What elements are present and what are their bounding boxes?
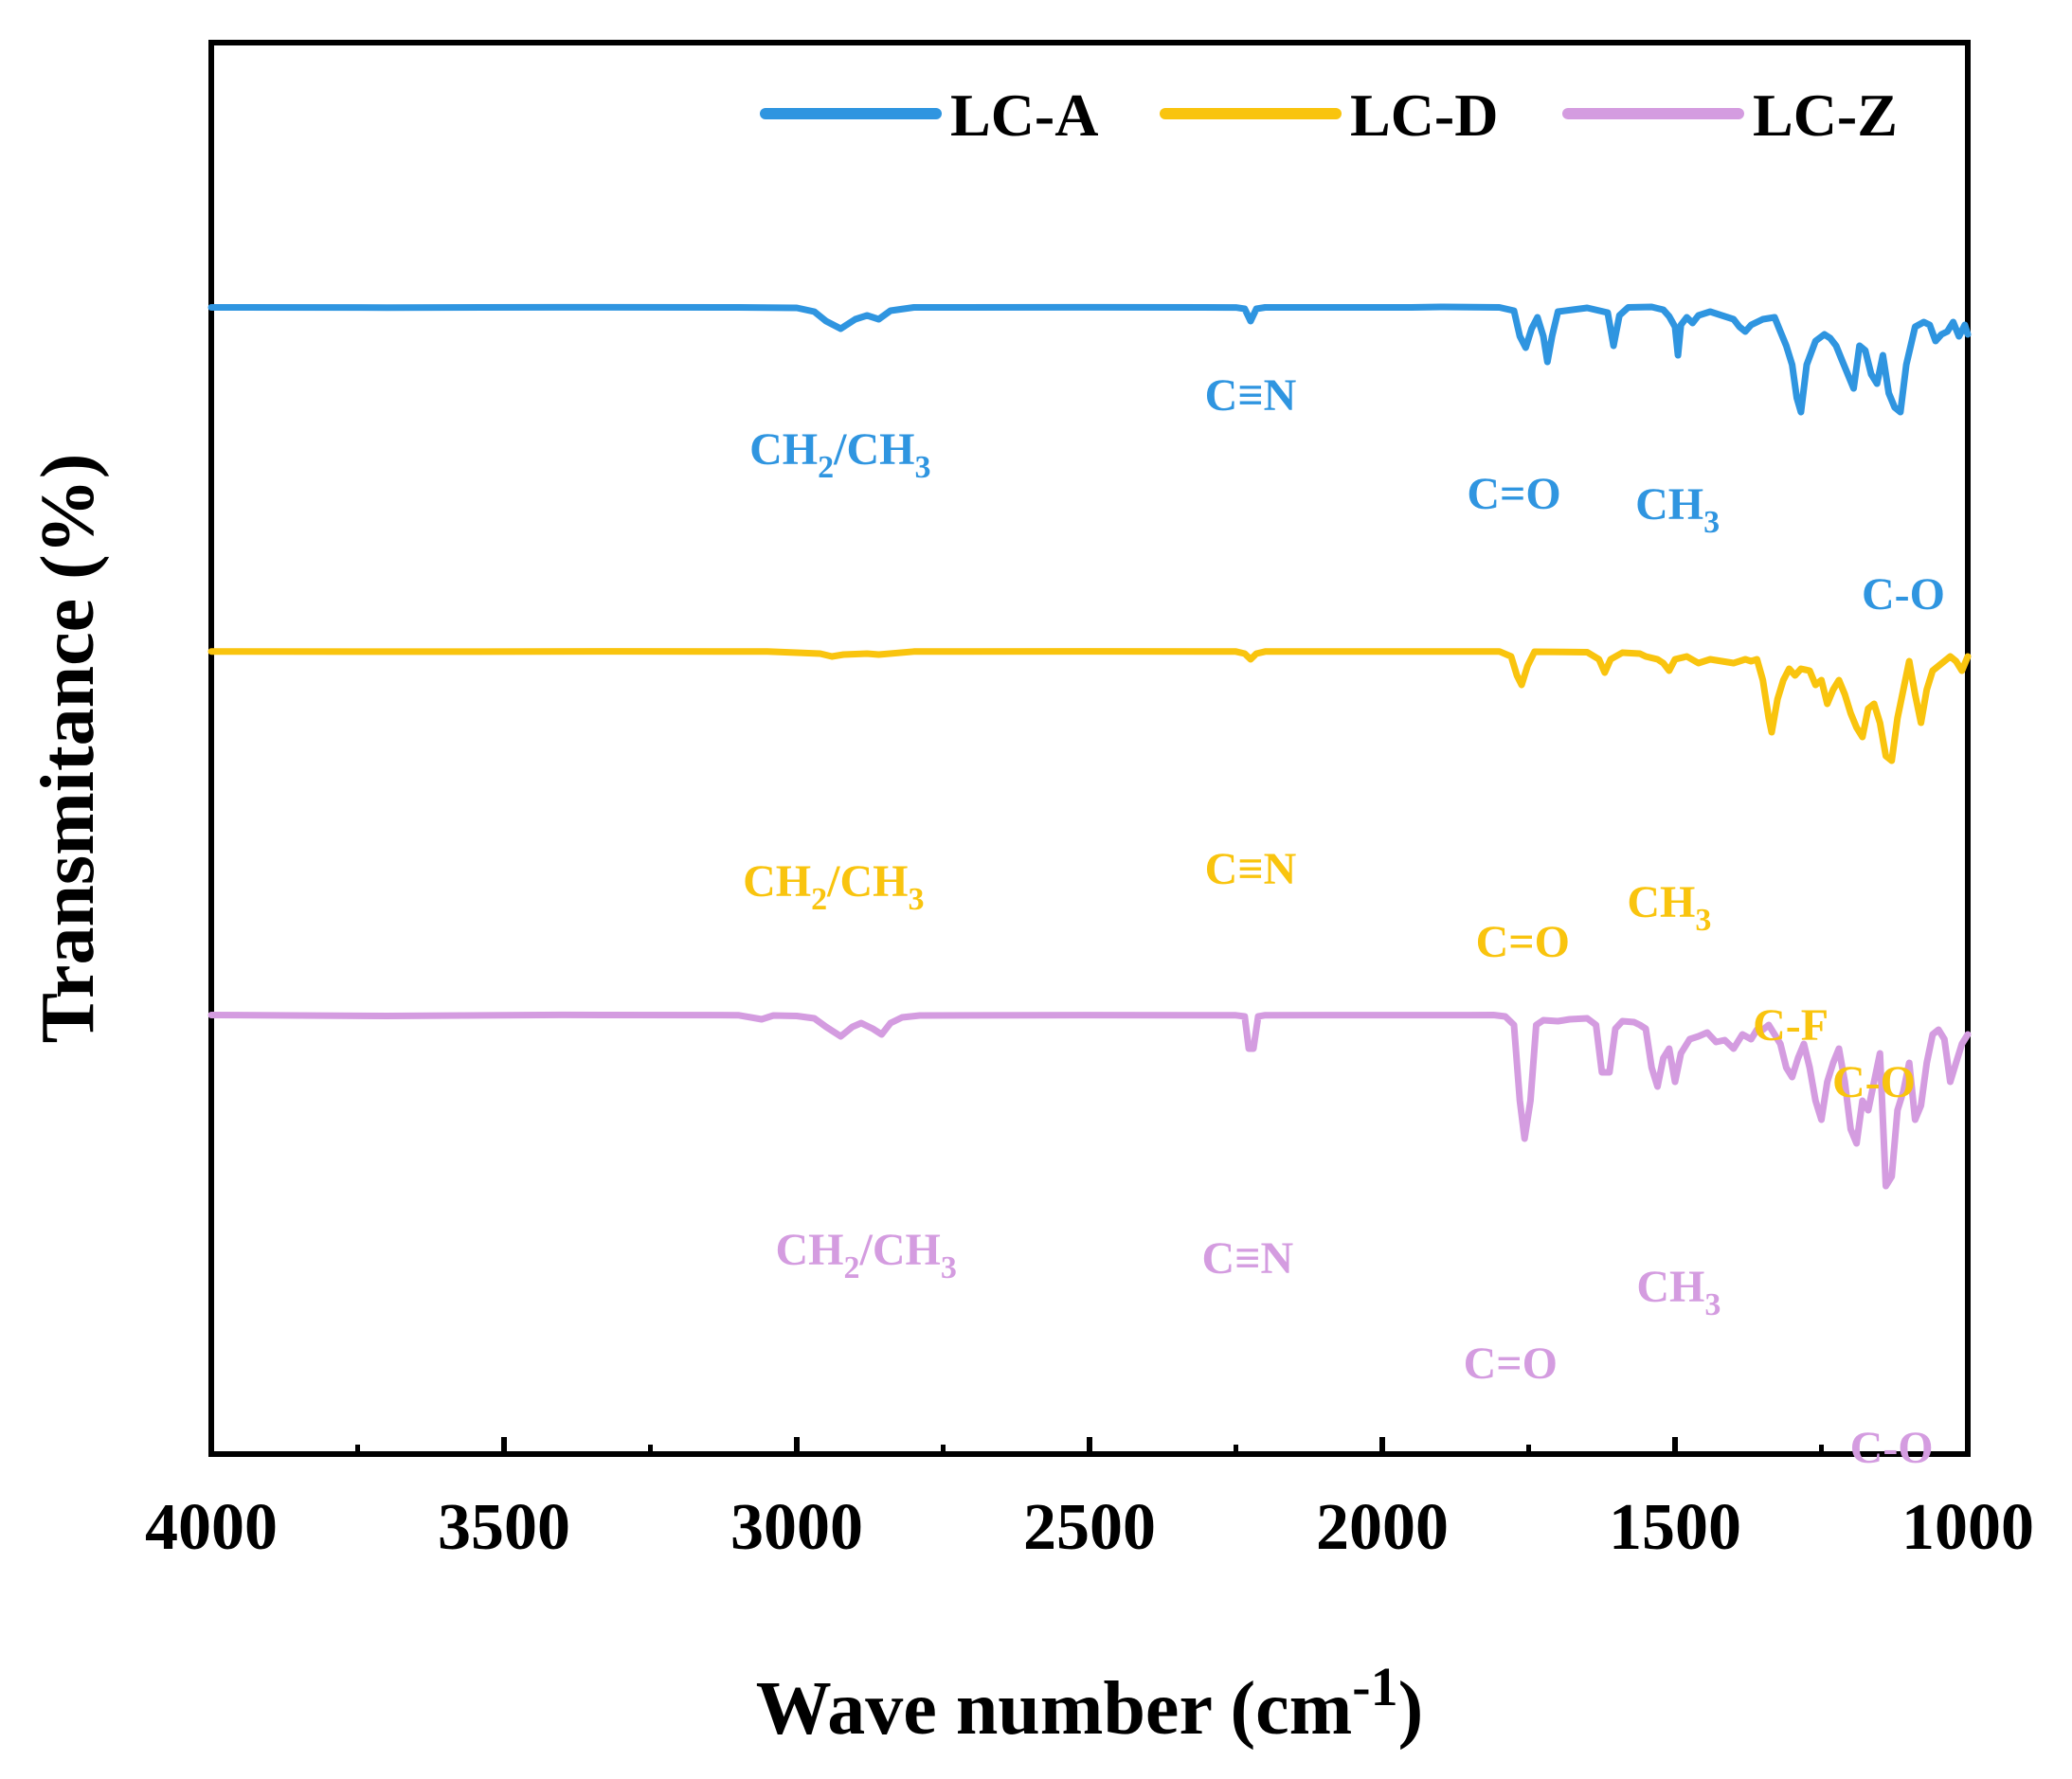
series-layer — [207, 303, 1972, 1190]
x-axis-title: Wave number (cm-1) — [756, 1656, 1424, 1751]
peak-label: CH3 — [1635, 479, 1720, 540]
peak-label: C-O — [1850, 1423, 1934, 1473]
x-tick-label: 1500 — [1609, 1491, 1741, 1564]
peak-label: C-O — [1832, 1057, 1916, 1107]
peak-label-subscript: 3 — [1703, 505, 1720, 540]
plot-frame — [208, 40, 1971, 1457]
peak-label: C=O — [1467, 469, 1560, 519]
peak-label: CH2/CH3 — [743, 856, 924, 917]
y-axis-title: Transmitance (%) — [27, 454, 110, 1044]
peak-label: CH2/CH3 — [749, 424, 930, 485]
x-tick-label: 2000 — [1316, 1491, 1449, 1564]
legend-label-lc-d: LC-D — [1350, 81, 1498, 149]
peak-label-part: CH — [1635, 479, 1703, 530]
x-tick-label: 4000 — [145, 1491, 278, 1564]
x-tick-label: 3000 — [730, 1491, 863, 1564]
peak-label-part: CH — [775, 1225, 843, 1275]
peak-label-part: CH — [1636, 1262, 1704, 1312]
peak-label: C≡N — [1205, 844, 1297, 894]
series-line-lc-z — [207, 1011, 1972, 1190]
legend: LC-A LC-D LC-Z — [760, 81, 1898, 149]
legend-label-lc-z: LC-Z — [1753, 81, 1898, 149]
peak-label-part: /CH — [858, 1225, 940, 1275]
peak-label: C=O — [1476, 917, 1570, 967]
peak-label-subscript: 2 — [818, 450, 834, 485]
peak-label-part: CH — [749, 424, 818, 475]
x-tick-label: 1000 — [1901, 1491, 2034, 1564]
peak-label-subscript: 3 — [908, 882, 924, 917]
peak-label-subscript: 2 — [843, 1250, 859, 1285]
peak-label: CH3 — [1627, 877, 1711, 938]
peak-label: C-O — [1862, 569, 1945, 620]
x-axis-ticks: 4000 3500 3000 2500 2000 1500 1000 — [145, 1437, 2034, 1564]
peak-label: C≡N — [1202, 1233, 1294, 1284]
peak-label-subscript: 3 — [1695, 903, 1711, 938]
x-tick-label: 3500 — [438, 1491, 570, 1564]
peak-label-part: CH — [1627, 877, 1695, 927]
peak-label-subscript: 3 — [941, 1250, 957, 1285]
x-tick-label: 2500 — [1023, 1491, 1156, 1564]
legend-label-lc-a: LC-A — [950, 81, 1098, 149]
series-line-lc-a — [207, 303, 1972, 416]
peak-label: CH2/CH3 — [775, 1225, 956, 1285]
peak-label-subscript: 3 — [914, 450, 930, 485]
peak-label-part: /CH — [833, 424, 914, 475]
peak-label-subscript: 2 — [811, 882, 827, 917]
peak-label: C=O — [1464, 1339, 1558, 1389]
peak-label-part: /CH — [826, 856, 908, 907]
peak-label: C≡N — [1205, 370, 1297, 421]
peak-label: CH3 — [1636, 1262, 1721, 1322]
peak-label: C-F — [1753, 1000, 1829, 1051]
peak-label-subscript: 3 — [1704, 1287, 1721, 1322]
series-line-lc-d — [207, 648, 1972, 764]
peak-label-part: CH — [743, 856, 811, 907]
